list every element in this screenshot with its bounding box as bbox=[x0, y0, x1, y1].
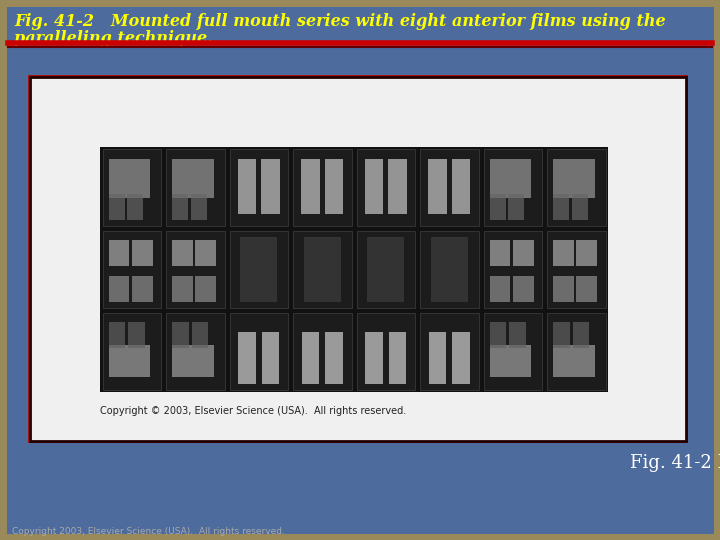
Bar bbox=[572, 322, 589, 348]
Bar bbox=[191, 194, 207, 220]
Bar bbox=[513, 276, 534, 302]
Bar bbox=[109, 240, 130, 266]
Bar bbox=[490, 194, 505, 220]
Bar bbox=[508, 194, 524, 220]
Bar bbox=[490, 345, 531, 377]
Bar bbox=[100, 147, 608, 392]
Bar bbox=[484, 313, 542, 389]
Bar bbox=[572, 194, 588, 220]
Bar bbox=[484, 231, 542, 308]
Bar bbox=[102, 150, 161, 226]
Bar bbox=[30, 77, 686, 441]
Bar bbox=[102, 231, 161, 308]
Bar bbox=[490, 276, 510, 302]
Bar bbox=[553, 194, 570, 220]
Bar bbox=[547, 150, 606, 226]
Bar bbox=[365, 159, 384, 214]
Bar bbox=[420, 150, 479, 226]
Bar bbox=[109, 276, 130, 302]
Bar bbox=[553, 345, 595, 377]
Bar bbox=[172, 322, 189, 348]
Bar bbox=[420, 313, 479, 389]
Bar bbox=[356, 231, 415, 308]
Bar bbox=[547, 313, 606, 389]
Bar bbox=[576, 240, 597, 266]
Bar bbox=[109, 194, 125, 220]
Bar bbox=[127, 194, 143, 220]
Bar bbox=[109, 322, 125, 348]
Bar bbox=[513, 240, 534, 266]
Bar bbox=[356, 150, 415, 226]
Bar bbox=[365, 332, 383, 383]
Bar bbox=[195, 240, 216, 266]
Bar bbox=[238, 332, 256, 383]
Bar bbox=[428, 159, 447, 214]
Bar bbox=[325, 159, 343, 214]
Bar bbox=[166, 313, 225, 389]
Bar bbox=[192, 322, 208, 348]
Text: paralleling technique.: paralleling technique. bbox=[14, 30, 212, 47]
Bar bbox=[132, 276, 153, 302]
Bar bbox=[172, 194, 188, 220]
Bar bbox=[302, 332, 320, 383]
Bar bbox=[490, 159, 531, 198]
Bar bbox=[553, 240, 574, 266]
Bar bbox=[325, 332, 343, 383]
Bar bbox=[195, 276, 216, 302]
Bar bbox=[261, 159, 279, 214]
Bar bbox=[132, 240, 153, 266]
Bar bbox=[128, 322, 145, 348]
Bar bbox=[261, 332, 279, 383]
Bar bbox=[553, 276, 574, 302]
Bar bbox=[304, 237, 341, 302]
Bar bbox=[172, 159, 214, 198]
Bar bbox=[490, 240, 510, 266]
Bar bbox=[230, 150, 288, 226]
Bar bbox=[553, 159, 595, 198]
Bar bbox=[547, 231, 606, 308]
Bar bbox=[230, 313, 288, 389]
Bar bbox=[509, 322, 526, 348]
Bar bbox=[388, 159, 407, 214]
Bar bbox=[172, 345, 214, 377]
Bar bbox=[452, 332, 469, 383]
Bar bbox=[238, 159, 256, 214]
Text: Fig. 41-2   Mounted full mouth series with eight anterior films using the: Fig. 41-2 Mounted full mouth series with… bbox=[14, 13, 665, 30]
Bar bbox=[240, 237, 277, 302]
Bar bbox=[553, 322, 570, 348]
Text: Copyright © 2003, Elsevier Science (USA).  All rights reserved.: Copyright © 2003, Elsevier Science (USA)… bbox=[100, 406, 406, 416]
Bar bbox=[109, 345, 150, 377]
Text: Fig. 41-2 B: Fig. 41-2 B bbox=[630, 454, 720, 472]
Text: Copyright 2003, Elsevier Science (USA).  All rights reserved.: Copyright 2003, Elsevier Science (USA). … bbox=[12, 528, 285, 537]
Bar bbox=[172, 240, 193, 266]
Bar bbox=[293, 231, 351, 308]
Bar bbox=[367, 237, 405, 302]
Bar bbox=[102, 313, 161, 389]
Bar bbox=[293, 150, 351, 226]
Bar bbox=[293, 313, 351, 389]
Bar bbox=[389, 332, 406, 383]
Bar bbox=[420, 231, 479, 308]
Bar bbox=[230, 231, 288, 308]
Bar bbox=[451, 159, 470, 214]
Bar bbox=[576, 276, 597, 302]
Bar bbox=[484, 150, 542, 226]
Bar bbox=[28, 75, 688, 443]
Bar bbox=[490, 322, 506, 348]
Bar bbox=[431, 237, 468, 302]
Bar bbox=[109, 159, 150, 198]
Bar bbox=[166, 150, 225, 226]
Bar bbox=[32, 79, 684, 439]
Bar bbox=[429, 332, 446, 383]
Bar bbox=[302, 159, 320, 214]
Bar bbox=[172, 276, 193, 302]
Bar bbox=[356, 313, 415, 389]
Bar bbox=[166, 231, 225, 308]
